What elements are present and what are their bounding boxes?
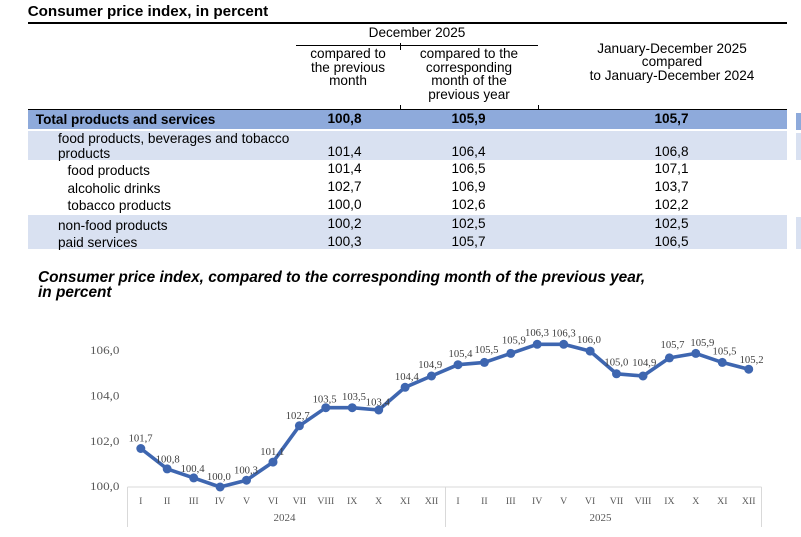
svg-text:VIII: VIII xyxy=(317,496,334,507)
svg-text:104,9: 104,9 xyxy=(632,357,656,369)
svg-text:100,4: 100,4 xyxy=(181,463,205,475)
svg-text:101,1: 101,1 xyxy=(260,446,284,458)
svg-text:IV: IV xyxy=(215,496,225,507)
svg-text:XI: XI xyxy=(400,496,410,507)
svg-text:X: X xyxy=(692,496,699,507)
svg-text:I: I xyxy=(139,496,142,507)
svg-text:100,3: 100,3 xyxy=(234,465,258,477)
svg-text:106,0: 106,0 xyxy=(577,334,601,346)
svg-text:104,4: 104,4 xyxy=(395,371,419,383)
svg-text:105,9: 105,9 xyxy=(690,337,714,349)
svg-text:105,2: 105,2 xyxy=(740,354,764,366)
svg-text:V: V xyxy=(560,496,567,507)
svg-text:VI: VI xyxy=(268,496,278,507)
svg-text:III: III xyxy=(506,496,516,507)
svg-text:102,7: 102,7 xyxy=(286,410,310,422)
svg-text:100,0: 100,0 xyxy=(90,481,120,493)
svg-text:103,4: 103,4 xyxy=(366,396,390,408)
svg-text:103,5: 103,5 xyxy=(342,391,366,403)
svg-text:IX: IX xyxy=(347,496,357,507)
svg-text:105,7: 105,7 xyxy=(661,339,685,351)
svg-text:VIII: VIII xyxy=(635,496,652,507)
svg-text:2024: 2024 xyxy=(274,512,297,524)
svg-text:I: I xyxy=(456,496,459,507)
svg-text:106,0: 106,0 xyxy=(90,345,120,357)
svg-text:VII: VII xyxy=(610,496,624,507)
svg-text:100,8: 100,8 xyxy=(156,453,180,465)
svg-text:106,3: 106,3 xyxy=(525,327,549,339)
svg-text:105,4: 105,4 xyxy=(449,348,473,360)
svg-text:105,0: 105,0 xyxy=(604,356,628,368)
svg-text:101,7: 101,7 xyxy=(129,433,153,445)
svg-text:II: II xyxy=(164,496,171,507)
svg-text:V: V xyxy=(243,496,250,507)
svg-text:XI: XI xyxy=(717,496,727,507)
svg-text:102,0: 102,0 xyxy=(90,436,120,448)
svg-text:105,5: 105,5 xyxy=(713,345,737,357)
svg-text:IV: IV xyxy=(532,496,542,507)
svg-text:105,9: 105,9 xyxy=(502,335,526,347)
svg-text:104,9: 104,9 xyxy=(418,359,442,371)
svg-text:2025: 2025 xyxy=(590,512,613,524)
svg-text:III: III xyxy=(189,496,199,507)
svg-text:103,5: 103,5 xyxy=(313,393,337,405)
svg-text:XII: XII xyxy=(742,496,756,507)
svg-text:106,3: 106,3 xyxy=(552,327,576,339)
svg-text:VI: VI xyxy=(585,496,595,507)
svg-text:100,0: 100,0 xyxy=(207,471,231,483)
svg-text:X: X xyxy=(375,496,382,507)
svg-text:IX: IX xyxy=(664,496,674,507)
svg-text:VII: VII xyxy=(293,496,307,507)
svg-text:105,5: 105,5 xyxy=(475,344,499,356)
svg-text:II: II xyxy=(481,496,488,507)
svg-text:104,0: 104,0 xyxy=(90,391,120,403)
svg-text:XII: XII xyxy=(425,496,439,507)
